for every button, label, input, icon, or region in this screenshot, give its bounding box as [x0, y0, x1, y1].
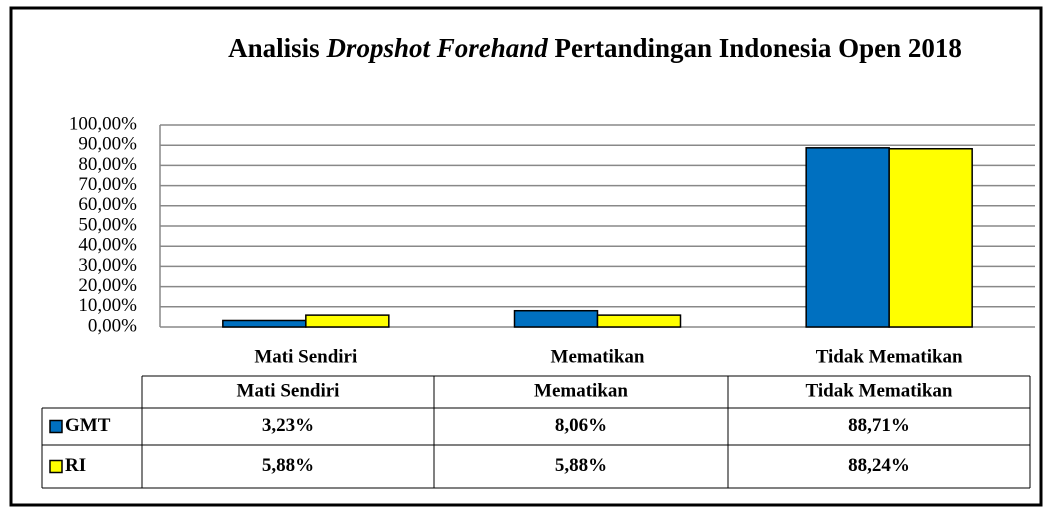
legend-key [49, 459, 63, 474]
chart-title: Analisis Dropshot Forehand Pertandingan … [160, 30, 1030, 66]
table-cell: 3,23% [262, 415, 314, 436]
y-tick-label: 40,00% [78, 235, 137, 256]
legend-label: GMT [65, 415, 111, 436]
table-cell: 5,88% [555, 455, 607, 476]
table-header: Tidak Mematikan [806, 380, 953, 401]
bar [888, 148, 973, 328]
chart-frame [9, 6, 1043, 507]
y-tick-label: 100,00% [69, 113, 137, 134]
table-header: Mati Sendiri [237, 380, 340, 401]
title-part: Analisis [228, 33, 327, 63]
y-tick-label: 80,00% [78, 154, 137, 175]
title-part: Pertandingan Indonesia Open 2018 [547, 33, 962, 63]
legend-key [49, 419, 63, 434]
table-cell: 8,06% [555, 415, 607, 436]
y-tick-label: 0,00% [88, 315, 137, 336]
x-tick-label: Tidak Mematikan [816, 346, 963, 367]
bar [513, 309, 599, 328]
table-header: Mematikan [534, 380, 628, 401]
x-tick-label: Mematikan [551, 346, 645, 367]
legend-label: RI [65, 455, 86, 476]
table-cell: 5,88% [262, 455, 314, 476]
y-tick-label: 90,00% [78, 134, 137, 155]
y-tick-label: 10,00% [78, 295, 137, 316]
title-part: Dropshot Forehand [326, 33, 548, 63]
y-tick-label: 30,00% [78, 255, 137, 276]
table-cell: 88,24% [848, 455, 910, 476]
y-tick-label: 60,00% [78, 194, 137, 215]
bar [305, 314, 390, 328]
bar [222, 319, 307, 328]
y-tick-label: 70,00% [78, 174, 137, 195]
x-tick-label: Mati Sendiri [254, 346, 357, 367]
y-tick-label: 50,00% [78, 214, 137, 235]
table-cell: 88,71% [848, 415, 910, 436]
bar [596, 314, 682, 328]
y-tick-label: 20,00% [78, 275, 137, 296]
bar [805, 147, 890, 328]
